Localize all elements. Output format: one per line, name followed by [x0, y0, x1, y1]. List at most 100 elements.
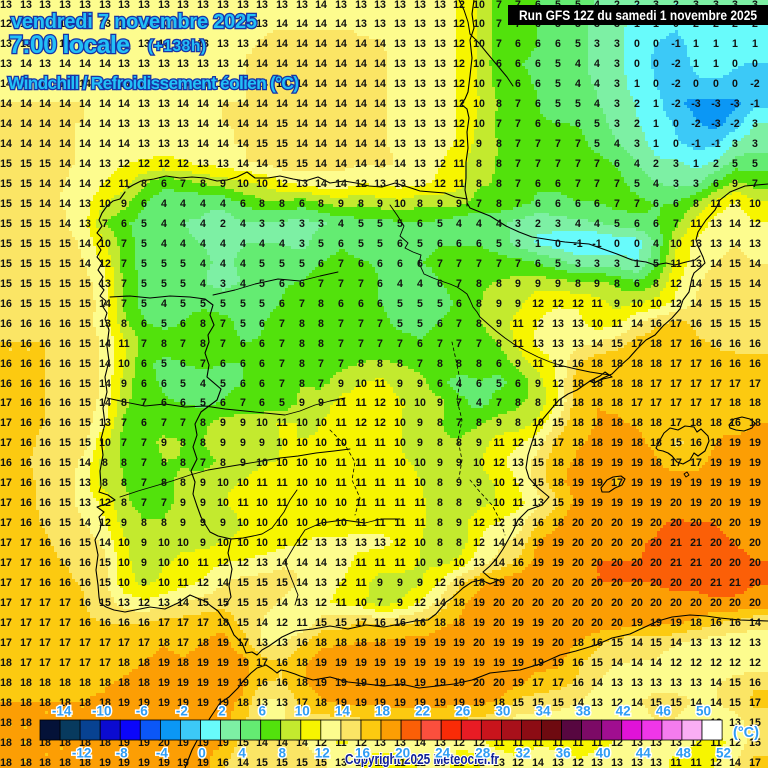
svg-text:16: 16 — [39, 417, 51, 429]
svg-text:8: 8 — [358, 358, 364, 370]
svg-text:20: 20 — [710, 497, 722, 509]
svg-text:13: 13 — [414, 138, 426, 150]
svg-text:5: 5 — [496, 238, 502, 250]
svg-text:5: 5 — [358, 218, 364, 230]
svg-text:5: 5 — [358, 238, 364, 250]
svg-text:6: 6 — [496, 358, 502, 370]
svg-text:20: 20 — [158, 737, 170, 749]
svg-text:16: 16 — [749, 338, 761, 350]
svg-text:1: 1 — [653, 118, 659, 130]
svg-text:14: 14 — [237, 158, 249, 170]
svg-text:19: 19 — [670, 617, 682, 629]
svg-text:14: 14 — [650, 657, 662, 669]
svg-text:14: 14 — [276, 597, 288, 609]
svg-text:8: 8 — [476, 278, 482, 290]
svg-text:0: 0 — [634, 38, 640, 50]
svg-text:10: 10 — [276, 457, 288, 469]
svg-text:16: 16 — [729, 417, 741, 429]
svg-text:17: 17 — [197, 617, 209, 629]
svg-text:14: 14 — [20, 78, 32, 90]
svg-text:16: 16 — [39, 397, 51, 409]
svg-text:9: 9 — [437, 198, 443, 210]
svg-text:16: 16 — [79, 597, 91, 609]
svg-text:13: 13 — [512, 517, 524, 529]
svg-text:18: 18 — [552, 517, 564, 529]
svg-text:19: 19 — [453, 697, 465, 709]
svg-text:8: 8 — [299, 358, 305, 370]
svg-text:15: 15 — [39, 258, 51, 270]
svg-text:20: 20 — [749, 577, 761, 589]
svg-text:13: 13 — [670, 737, 682, 749]
svg-text:7: 7 — [338, 258, 344, 270]
svg-text:8: 8 — [496, 278, 502, 290]
svg-text:0: 0 — [732, 58, 738, 70]
svg-text:16: 16 — [0, 358, 12, 370]
svg-text:18: 18 — [79, 757, 91, 768]
svg-text:14: 14 — [335, 58, 347, 70]
svg-text:15: 15 — [59, 497, 71, 509]
svg-text:5: 5 — [377, 218, 383, 230]
svg-text:12: 12 — [177, 158, 189, 170]
svg-text:9: 9 — [456, 477, 462, 489]
svg-text:14: 14 — [79, 238, 91, 250]
svg-text:8: 8 — [161, 477, 167, 489]
svg-text:1: 1 — [693, 38, 699, 50]
svg-text:14: 14 — [631, 657, 643, 669]
svg-text:16: 16 — [39, 577, 51, 589]
svg-text:20: 20 — [591, 577, 603, 589]
svg-text:18: 18 — [453, 617, 465, 629]
svg-text:6: 6 — [535, 38, 541, 50]
svg-text:15: 15 — [20, 258, 32, 270]
svg-text:12: 12 — [374, 397, 386, 409]
svg-text:13: 13 — [237, 0, 249, 11]
svg-text:13: 13 — [99, 0, 111, 11]
svg-text:13: 13 — [158, 597, 170, 609]
svg-text:18: 18 — [20, 717, 32, 729]
svg-text:17: 17 — [0, 497, 12, 509]
svg-text:7: 7 — [456, 338, 462, 350]
svg-text:9: 9 — [318, 397, 324, 409]
svg-text:19: 19 — [217, 697, 229, 709]
svg-text:13: 13 — [493, 757, 505, 768]
svg-text:14: 14 — [296, 98, 308, 110]
svg-text:17: 17 — [0, 477, 12, 489]
svg-text:20: 20 — [650, 557, 662, 569]
svg-text:8: 8 — [180, 437, 186, 449]
svg-text:17: 17 — [650, 378, 662, 390]
svg-text:5: 5 — [437, 218, 443, 230]
svg-text:11: 11 — [118, 338, 129, 350]
svg-text:19: 19 — [414, 697, 426, 709]
svg-text:14: 14 — [276, 58, 288, 70]
svg-text:5: 5 — [397, 298, 403, 310]
svg-text:19: 19 — [315, 657, 327, 669]
svg-text:11: 11 — [493, 737, 504, 749]
svg-text:16: 16 — [59, 417, 71, 429]
svg-text:5: 5 — [417, 298, 423, 310]
svg-text:11: 11 — [512, 737, 523, 749]
svg-text:8: 8 — [476, 318, 482, 330]
svg-text:15: 15 — [59, 278, 71, 290]
svg-text:18: 18 — [79, 697, 91, 709]
svg-text:20: 20 — [749, 537, 761, 549]
svg-text:16: 16 — [20, 417, 32, 429]
svg-text:14: 14 — [237, 98, 249, 110]
svg-text:7: 7 — [515, 178, 521, 190]
svg-text:19: 19 — [690, 497, 702, 509]
svg-text:17: 17 — [355, 617, 367, 629]
svg-text:13: 13 — [532, 437, 544, 449]
svg-text:10: 10 — [394, 417, 406, 429]
svg-text:14: 14 — [394, 158, 406, 170]
svg-text:12: 12 — [296, 537, 308, 549]
svg-text:19: 19 — [355, 677, 367, 689]
svg-text:15: 15 — [729, 697, 741, 709]
svg-text:15: 15 — [79, 417, 91, 429]
svg-text:5: 5 — [752, 158, 758, 170]
svg-text:13: 13 — [552, 318, 564, 330]
svg-text:7: 7 — [515, 198, 521, 210]
svg-text:7: 7 — [121, 437, 127, 449]
svg-text:13: 13 — [729, 198, 741, 210]
svg-text:-8: -8 — [116, 746, 128, 761]
svg-text:2: 2 — [220, 218, 226, 230]
svg-text:15: 15 — [0, 178, 12, 190]
svg-text:18: 18 — [631, 437, 643, 449]
